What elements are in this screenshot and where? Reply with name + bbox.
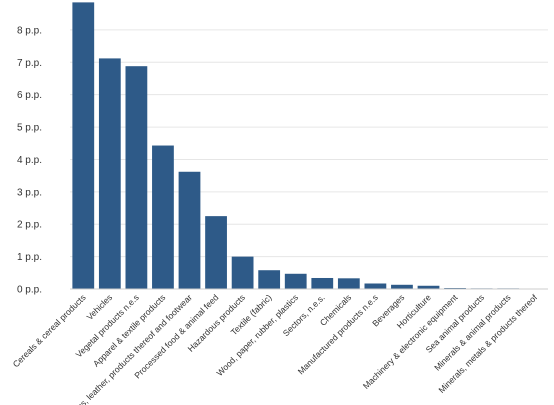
y-tick-label: 3 p.p. (17, 187, 42, 198)
y-tick-label: 8 p.p. (17, 25, 42, 36)
y-tick-label: 2 p.p. (17, 220, 42, 231)
bar (72, 2, 95, 290)
bar (364, 283, 387, 289)
y-tick-label: 7 p.p. (17, 58, 42, 69)
bar (391, 284, 413, 289)
y-tick-label: 4 p.p. (17, 155, 42, 166)
bar (337, 278, 360, 289)
bar (311, 277, 334, 289)
y-tick-label: 5 p.p. (17, 123, 42, 134)
bar (258, 270, 281, 289)
y-axis-tick-labels: 0 p.p. 1 p.p. 2 p.p. 3 p.p. 4 p.p. 5 p.p. 6 p.… (17, 25, 42, 295)
bar (284, 273, 307, 289)
bar (417, 285, 440, 289)
bar (231, 256, 254, 289)
bar (178, 171, 201, 289)
bar (152, 145, 174, 289)
x-category-label: Minerals, metals & products thereof (436, 292, 539, 395)
gridlines (70, 29, 548, 258)
y-tick-label: 6 p.p. (17, 90, 42, 101)
y-tick-label: 1 p.p. (17, 252, 42, 263)
x-axis-category-labels: Cereals & cereal productsVehiclesVegetal… (11, 292, 540, 405)
bar (98, 58, 121, 290)
y-tick-label: 0 p.p. (17, 285, 42, 296)
x-category-label: Cereals & cereal products (11, 292, 88, 369)
bar (205, 216, 227, 289)
bar (125, 66, 148, 289)
bars (72, 2, 546, 290)
